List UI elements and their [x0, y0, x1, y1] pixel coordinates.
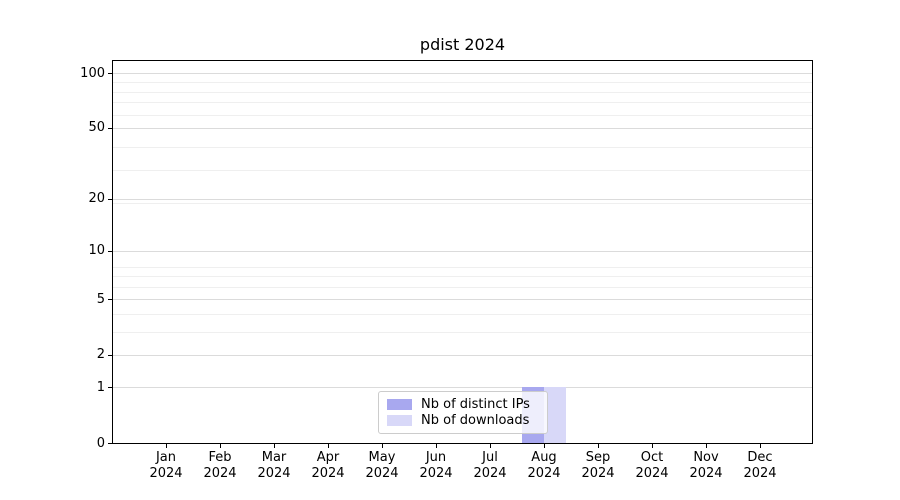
- x-axis-tick: [328, 444, 329, 448]
- x-axis-label: Oct 2024: [622, 450, 682, 482]
- gridline-major: [113, 387, 812, 389]
- x-axis-label-line: 2024: [419, 466, 453, 481]
- x-axis-label: Apr 2024: [298, 450, 358, 482]
- y-axis-label: 20: [88, 191, 105, 207]
- y-axis-tick: [108, 73, 112, 74]
- gridline-minor: [113, 114, 812, 116]
- x-axis-label-line: 2024: [149, 466, 183, 481]
- x-axis-tick: [760, 444, 761, 448]
- gridline-minor: [113, 266, 812, 268]
- gridline-minor: [113, 313, 812, 315]
- x-axis-tick: [544, 444, 545, 448]
- x-axis-tick: [598, 444, 599, 448]
- x-axis-label: Jun 2024: [406, 450, 466, 482]
- legend-item-distinct-ips: Nb of distinct IPs: [387, 396, 539, 412]
- x-axis-label-line: 2024: [311, 466, 345, 481]
- plot-area: Nb of distinct IPs Nb of downloads: [112, 60, 813, 444]
- y-axis-tick: [108, 387, 112, 389]
- x-axis-label-line: 2024: [365, 466, 399, 481]
- gridline-major: [113, 354, 812, 356]
- x-axis-label-line: Nov: [693, 450, 719, 465]
- gridline-major: [113, 299, 812, 301]
- x-axis-label-line: 2024: [257, 466, 291, 481]
- x-axis-label-line: 2024: [473, 466, 507, 481]
- gridline-minor: [113, 276, 812, 278]
- x-axis-label: Sep 2024: [568, 450, 628, 482]
- x-axis-tick: [490, 444, 491, 448]
- x-axis-label-line: 2024: [635, 466, 669, 481]
- x-axis-label-line: Mar: [261, 450, 287, 465]
- legend-item-downloads: Nb of downloads: [387, 413, 539, 429]
- x-axis-tick: [382, 444, 383, 448]
- x-axis-tick: [706, 444, 707, 448]
- bar-downloads-aug: [544, 387, 566, 443]
- x-axis-tick: [436, 444, 437, 448]
- gridline-minor: [113, 147, 812, 149]
- gridline-major: [113, 127, 812, 129]
- gridline-minor: [113, 91, 812, 93]
- legend: Nb of distinct IPs Nb of downloads: [378, 391, 548, 434]
- gridline-minor: [113, 82, 812, 84]
- y-axis-label: 1: [96, 379, 105, 395]
- gridline-minor: [113, 202, 812, 204]
- y-axis-label: 0: [96, 435, 105, 451]
- x-axis-label-line: Sep: [585, 450, 611, 465]
- x-axis-tick: [220, 444, 221, 448]
- x-axis-label-line: 2024: [527, 466, 561, 481]
- y-axis-tick: [108, 198, 112, 200]
- x-axis-label-line: May: [368, 450, 396, 465]
- y-axis-label: 10: [88, 243, 105, 259]
- x-axis-label-line: Feb: [208, 450, 232, 465]
- y-axis-tick: [108, 127, 112, 129]
- y-axis-label: 50: [88, 120, 105, 136]
- y-axis-tick: [108, 443, 112, 444]
- y-axis-label: 5: [96, 291, 105, 307]
- gridline-minor: [113, 102, 812, 104]
- x-axis-label-line: Jan: [155, 450, 177, 465]
- x-axis-label-line: Dec: [747, 450, 773, 465]
- x-axis-label: Mar 2024: [244, 450, 304, 482]
- legend-swatch-distinct-ips: [387, 398, 412, 410]
- x-axis-label-line: Aug: [531, 450, 557, 465]
- legend-label-downloads: Nb of downloads: [421, 413, 530, 429]
- chart-title: pdist 2024: [419, 35, 506, 54]
- x-axis-label-line: 2024: [689, 466, 723, 481]
- y-axis-tick: [108, 354, 112, 356]
- x-axis-label-line: Apr: [316, 450, 340, 465]
- x-axis-tick: [652, 444, 653, 448]
- x-axis-label-line: 2024: [203, 466, 237, 481]
- x-axis-label-line: Jun: [425, 450, 447, 465]
- gridline-minor: [113, 286, 812, 288]
- x-axis-label: Jul 2024: [460, 450, 520, 482]
- y-axis-tick: [108, 299, 112, 301]
- y-axis-label: 2: [96, 347, 105, 363]
- x-axis-tick: [166, 444, 167, 448]
- x-axis-label-line: 2024: [743, 466, 777, 481]
- x-axis-label: Aug 2024: [514, 450, 574, 482]
- legend-label-distinct-ips: Nb of distinct IPs: [421, 396, 530, 412]
- x-axis-label-line: Oct: [640, 450, 664, 465]
- x-axis-label: Nov 2024: [676, 450, 736, 482]
- x-axis-label: Jan 2024: [136, 450, 196, 482]
- legend-swatch-downloads: [387, 415, 412, 427]
- x-axis-label: Feb 2024: [190, 450, 250, 482]
- x-axis-label-line: 2024: [581, 466, 615, 481]
- x-axis-label: Dec 2024: [730, 450, 790, 482]
- y-axis-label: 100: [80, 65, 105, 81]
- x-axis-tick: [274, 444, 275, 448]
- gridline-minor: [113, 331, 812, 333]
- x-axis-label: May 2024: [352, 450, 412, 482]
- x-axis-label-line: Jul: [482, 450, 498, 465]
- y-axis-tick: [108, 250, 112, 252]
- gridline-major: [113, 198, 812, 200]
- gridline-major: [113, 250, 812, 252]
- gridline-minor: [113, 170, 812, 172]
- gridline-major: [113, 73, 812, 74]
